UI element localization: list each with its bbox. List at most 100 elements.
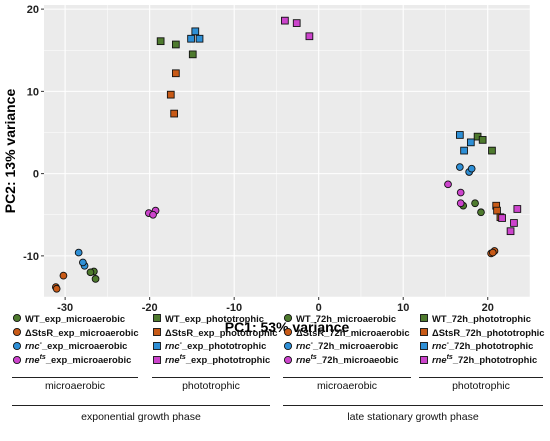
data-point — [467, 164, 476, 173]
y-tick-label: 10 — [27, 86, 39, 98]
legend-item: ΔStsR_72h_microaerobic — [283, 326, 410, 338]
data-point — [149, 210, 157, 219]
plot-panel — [44, 5, 530, 297]
legend-label: WT_exp_microaerobic — [25, 312, 126, 324]
condition-label-72h-phototrophic: phototrophic — [452, 380, 510, 392]
data-point — [79, 258, 87, 267]
legend-marker — [283, 327, 293, 337]
legend-item: WT_exp_microaerobic — [12, 312, 125, 324]
data-point — [513, 205, 522, 213]
legend-item: ΔStsR_exp_microaerobic — [12, 326, 139, 338]
legend-marker — [420, 328, 428, 336]
data-point — [195, 34, 204, 43]
condition-label-exp-microaerobic: microaerobic — [44, 380, 106, 392]
phase-label-stationary: late stationary growth phase — [347, 411, 479, 423]
data-point — [170, 109, 179, 118]
legend-marker — [153, 314, 161, 322]
divider-72h-phototrophic — [419, 377, 543, 378]
data-point — [488, 248, 497, 257]
data-point — [292, 19, 301, 27]
legend-marker — [420, 342, 428, 350]
legend-label: ΔStsR_exp_phototrophic — [165, 326, 278, 338]
legend-item: WT_exp_phototrophic — [152, 312, 264, 324]
data-point — [510, 219, 518, 227]
data-point — [281, 16, 289, 25]
legend-item: rnc-_exp_microaerobic — [12, 340, 127, 352]
data-point — [166, 90, 175, 99]
legend-marker — [283, 341, 293, 351]
condition-label-72h-microaerobic: microaerobic — [316, 380, 378, 392]
data-point — [188, 50, 197, 59]
condition-label-exp-phototrophic: phototrophic — [182, 380, 240, 392]
x-tick-label: -10 — [226, 302, 242, 314]
legend-label: ΔStsR_exp_microaerobic — [25, 326, 139, 338]
y-tick-label: 20 — [27, 4, 39, 16]
y-axis-ticks: -10 0 10 20 — [23, 4, 44, 263]
data-point — [478, 136, 487, 144]
data-point — [91, 275, 100, 283]
legend-marker — [12, 355, 22, 365]
legend-marker — [420, 314, 428, 322]
data-point — [191, 27, 200, 36]
data-point — [172, 69, 180, 78]
legend-item: rnc-_72h_phototrophic — [419, 340, 533, 352]
legend-label: WT_72h_phototrophic — [432, 312, 531, 324]
data-point — [156, 37, 165, 46]
legend-label: rnets_72h_phototrophic — [432, 354, 538, 366]
legend-item: rnets_exp_microaerobic — [12, 354, 131, 366]
legend-marker — [12, 313, 22, 323]
data-point — [455, 163, 464, 171]
grid-lines — [44, 5, 531, 298]
x-tick-label: -30 — [57, 302, 73, 314]
data-point — [74, 248, 83, 257]
legend-label: WT_exp_phototrophic — [165, 312, 264, 324]
data-point — [506, 227, 515, 236]
data-points — [51, 16, 522, 293]
phase-label-exponential: exponential growth phase — [81, 411, 201, 423]
data-point — [52, 284, 61, 293]
legend-label: rnets_72h_microaeobic — [296, 354, 399, 366]
legend-label: ΔStsR_72h_phototrophic — [432, 326, 545, 338]
legend-marker — [283, 313, 293, 323]
legend-item: rnets_72h_phototrophic — [419, 354, 537, 366]
x-axis-title: PC1: 53% variance — [225, 319, 350, 335]
legend-item: rnc-_exp_phototrophic — [152, 340, 266, 352]
legend-item: WT_72h_phototrophic — [419, 312, 531, 324]
data-point — [86, 268, 95, 277]
data-point — [455, 131, 464, 139]
x-tick-label: -20 — [142, 302, 158, 314]
legend-marker — [153, 328, 161, 336]
legend-label: rnets_exp_microaerobic — [25, 354, 132, 366]
data-point — [305, 32, 314, 41]
legend-label: ΔStsR_72h_microaerobic — [296, 326, 410, 338]
data-point — [172, 40, 180, 49]
legend-item: rnets_72h_microaeobic — [283, 354, 399, 366]
y-axis-title: PC2: 13% variance — [2, 89, 18, 214]
legend-label: rnets_exp_phototrophic — [165, 354, 271, 366]
divider-72h-microaerobic — [283, 377, 411, 378]
x-tick-label: 20 — [482, 302, 494, 314]
legend-item: rnc-_72h_microaerobic — [283, 340, 398, 352]
divider-exp-phototrophic — [152, 377, 270, 378]
legend-item: WT_72h_microaerobic — [283, 312, 396, 324]
x-tick-label: 10 — [397, 302, 409, 314]
legend-marker — [12, 327, 22, 337]
legend-label: rnc-_exp_phototrophic — [165, 340, 267, 352]
data-point — [477, 208, 485, 217]
legend-label: rnc-_72h_microaerobic — [296, 340, 399, 352]
divider-exp-microaerobic — [12, 377, 138, 378]
divider-stationary-phase — [283, 405, 543, 406]
data-point — [59, 271, 68, 280]
legend-marker — [283, 355, 293, 365]
legend-label: WT_72h_microaerobic — [296, 312, 397, 324]
legend-item: rnets_exp_phototrophic — [152, 354, 270, 366]
legend-item: ΔStsR_72h_phototrophic — [419, 326, 545, 338]
y-tick-label: 0 — [33, 169, 39, 181]
legend-marker — [420, 356, 428, 364]
legend-marker — [153, 356, 161, 364]
data-point — [444, 180, 452, 189]
legend-marker — [153, 342, 161, 350]
legend-item: ΔStsR_exp_phototrophic — [152, 326, 278, 338]
